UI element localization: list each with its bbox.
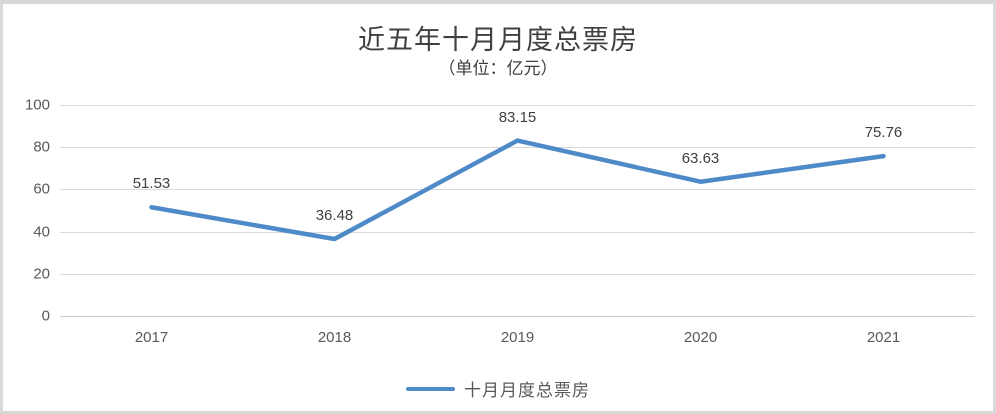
chart-subtitle: （单位：亿元） [438,59,558,78]
x-axis-label: 2017 [134,329,169,346]
y-axis-tick: 20 [33,265,50,283]
gridline [60,147,975,149]
data-label: 36.48 [315,207,354,225]
x-axis-label: 2021 [866,329,901,346]
series-line [149,138,886,242]
legend-line-swatch-icon [406,386,455,391]
y-axis-tick: 40 [33,223,50,241]
data-label: 63.63 [681,149,720,167]
gridline [60,189,975,191]
x-axis-label: 2018 [317,329,352,346]
y-axis-tick: 60 [33,180,50,198]
data-label: 83.15 [498,108,537,126]
x-axis-line [60,316,975,317]
legend-label: 十月月度总票房 [464,381,590,400]
x-axis-label: 2019 [500,329,535,346]
gridline [60,231,975,233]
data-label: 75.76 [864,124,903,142]
series-plot [149,138,886,242]
y-axis-tick: 100 [24,96,50,114]
y-axis-tick: 80 [33,138,50,156]
data-label: 51.53 [132,175,171,193]
plot-area: 0 20 40 60 80 100 2017 2018 2019 2020 2021 51.53 36.… [25,98,975,346]
y-axis-tick: 0 [41,307,50,325]
x-axis-label: 2020 [683,329,718,346]
chart-title: 近五年十月月度总票房 [358,25,638,55]
gridline [60,105,975,106]
legend: 十月月度总票房 [3,376,993,401]
gridline [60,273,975,275]
